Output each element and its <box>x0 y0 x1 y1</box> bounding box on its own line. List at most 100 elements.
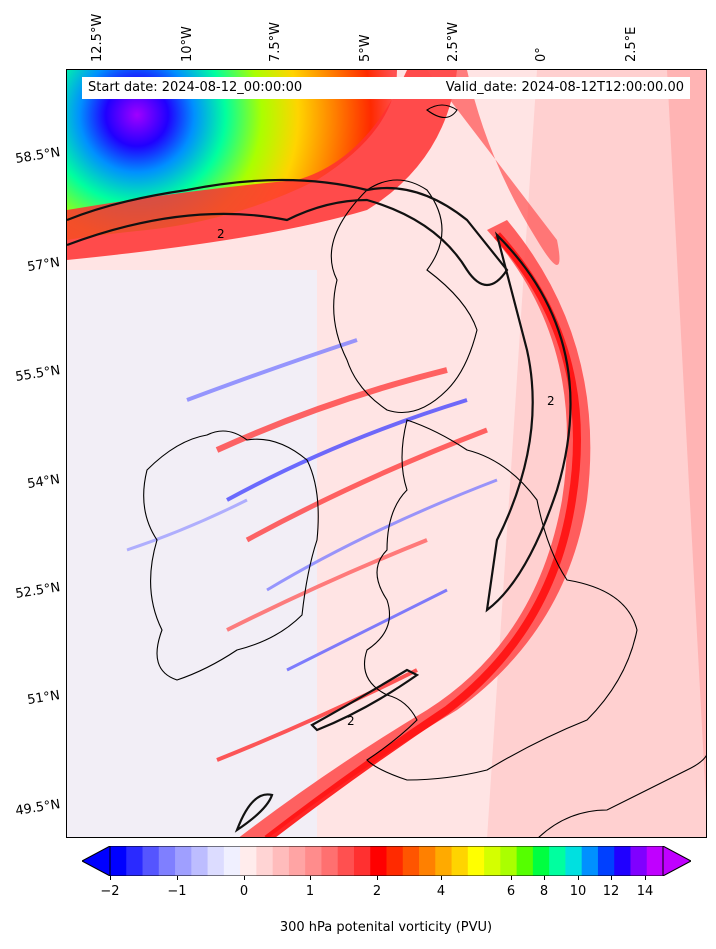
lon-label: 0° <box>534 47 549 62</box>
colorbar-cell <box>597 846 615 876</box>
colorbar-cell <box>191 846 209 876</box>
lon-label: 2.5°E <box>624 26 639 62</box>
colorbar-tickmark <box>645 876 646 880</box>
colorbar-cell <box>419 846 436 876</box>
lat-label: 55.5°N <box>14 363 62 385</box>
colorbar <box>82 846 691 876</box>
contour-label: 2 <box>547 394 555 408</box>
colorbar-cell <box>240 846 257 876</box>
france-coast <box>538 755 706 837</box>
colorbar-tickmark <box>110 876 111 880</box>
colorbar-cell <box>386 846 404 876</box>
lat-label: 54°N <box>26 472 62 493</box>
colorbar-tickmark <box>544 876 545 880</box>
colorbar-cell <box>142 846 160 876</box>
colorbar-cell <box>353 846 371 876</box>
date-banner: Start date: 2024-08-12_00:00:00 Valid_da… <box>82 77 690 99</box>
colorbar-cell <box>646 846 664 876</box>
colorbar-tick-label: 10 <box>569 884 587 899</box>
england-wales-coast <box>363 419 638 781</box>
colorbar-tick-label: 8 <box>539 884 549 899</box>
pv-map: 2 2 2 <box>66 69 707 838</box>
colorbar-tick-label: 14 <box>636 884 654 899</box>
scotland-coast <box>330 179 478 414</box>
colorbar-cell <box>565 846 583 876</box>
colorbar-frame <box>109 846 664 876</box>
contour-label: 2 <box>217 227 225 241</box>
colorbar-under-arrow <box>82 846 111 876</box>
map-canvas: 2 2 2 <box>67 70 706 837</box>
colorbar-cell <box>305 846 322 876</box>
colorbar-cell <box>484 846 501 876</box>
pv2-contour-arc <box>485 231 572 613</box>
pv-band-north <box>367 70 560 265</box>
colorbar-tickmark <box>441 876 442 880</box>
colorbar-tickmark <box>244 876 245 880</box>
valid-date: Valid_date: 2024-08-12T12:00:00.00 <box>445 80 684 95</box>
colorbar-cell <box>402 846 420 876</box>
pv-east-field <box>487 70 706 837</box>
colorbar-cell <box>175 846 192 876</box>
pv-west-field <box>67 270 317 837</box>
colorbar-cell <box>158 846 176 876</box>
colorbar-tickmark <box>177 876 178 880</box>
colorbar-tick-label: 12 <box>602 884 620 899</box>
colorbar-tick-label: 0 <box>239 884 249 899</box>
colorbar-cell <box>435 846 453 876</box>
colorbar-cell <box>532 846 550 876</box>
colorbar-tickmark <box>578 876 579 880</box>
colorbar-cell <box>321 846 339 876</box>
lon-label: 7.5°W <box>268 21 283 62</box>
colorbar-tick-label: 1 <box>305 884 315 899</box>
colorbar-over-arrow <box>662 846 691 876</box>
pv-ridge-north <box>67 70 457 260</box>
colorbar-cell <box>272 846 290 876</box>
colorbar-tickmark <box>611 876 612 880</box>
colorbar-cell <box>288 846 306 876</box>
colorbar-cell <box>581 846 599 876</box>
lon-label: 5°W <box>358 34 373 62</box>
colorbar-cell <box>126 846 144 876</box>
lat-label: 49.5°N <box>14 797 62 819</box>
colorbar-cell <box>110 846 127 876</box>
colorbar-cells <box>110 846 664 876</box>
pv2-contour-south <box>234 793 274 833</box>
orkney-coast <box>426 104 458 119</box>
colorbar-tick-label: 4 <box>436 884 446 899</box>
lat-label: 58.5°N <box>14 145 62 167</box>
pv-east-ridge <box>667 70 706 802</box>
colorbar-cell <box>370 846 387 876</box>
contour-label: 2 <box>347 714 355 728</box>
lon-label: 12.5°W <box>90 13 105 62</box>
colorbar-tickmark <box>377 876 378 880</box>
colorbar-cell <box>207 846 225 876</box>
colorbar-cell <box>256 846 274 876</box>
pv2-contours <box>67 178 572 833</box>
colorbar-cell <box>500 846 518 876</box>
colorbar-tick-label: 2 <box>372 884 382 899</box>
start-date: Start date: 2024-08-12_00:00:00 <box>88 80 303 95</box>
pv2-contour-north <box>67 178 509 287</box>
colorbar-cell <box>451 846 469 876</box>
colorbar-cell <box>337 846 355 876</box>
colorbar-tick-label: −2 <box>100 884 120 899</box>
colorbar-tick-label: −1 <box>167 884 187 899</box>
colorbar-cell <box>467 846 485 876</box>
coastlines <box>143 104 706 837</box>
lat-label: 57°N <box>26 255 62 276</box>
colorbar-cell <box>630 846 648 876</box>
colorbar-cell <box>516 846 534 876</box>
colorbar-cell <box>549 846 566 876</box>
lon-label: 10°W <box>180 26 195 62</box>
colorbar-tick-label: 6 <box>506 884 516 899</box>
colorbar-tickmark <box>310 876 311 880</box>
colorbar-label: 300 hPa potenital vorticity (PVU) <box>279 920 493 935</box>
colorbar-cell <box>614 846 631 876</box>
pv-filaments <box>126 338 498 762</box>
ireland-coast <box>143 430 319 681</box>
colorbar-tickmark <box>511 876 512 880</box>
colorbar-cell <box>223 846 241 876</box>
lon-label: 2.5°W <box>446 21 461 62</box>
lat-label: 51°N <box>26 688 62 709</box>
lat-label: 52.5°N <box>14 580 62 602</box>
